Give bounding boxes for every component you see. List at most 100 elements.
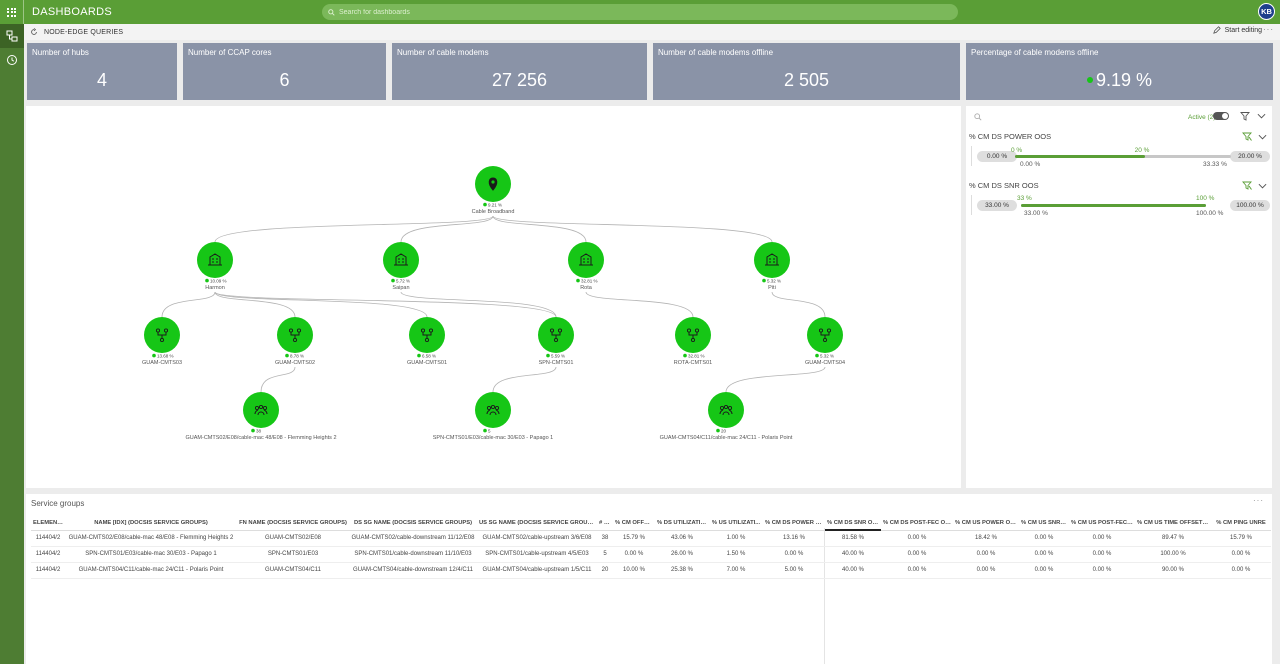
column-header[interactable]: NAME [IDX] (DOCSIS SERVICE GROUPS) [65,516,237,531]
column-header[interactable]: % DS UTILIZATION [655,516,709,531]
rail-dashboards[interactable] [0,24,24,48]
chevron-down-icon[interactable] [1257,112,1266,120]
column-header[interactable]: % CM US POWER OOS [953,516,1019,531]
table-more-button[interactable]: ··· [1253,496,1264,505]
refresh-icon[interactable] [30,28,38,36]
node-label: ROTA-CMTS01 [674,360,712,366]
graph-edge [400,215,494,243]
max-value-box[interactable]: 20.00 % [1230,151,1270,162]
building-icon [579,253,593,266]
max-value-box[interactable]: 100.00 % [1230,200,1270,211]
node-circle[interactable] [708,392,744,428]
graph-node-spn1[interactable]: 5.59 %SPN-CMTS01 [538,317,574,366]
table-row[interactable]: 114404/2 GUAM-CMTS02/E08/cable-mac 48/E08… [31,530,1271,547]
status-dot-icon [483,202,487,207]
graph-edge [492,366,557,393]
status-dot-icon [205,278,209,283]
table-cell: 1.50 % [709,546,763,563]
search-icon[interactable] [974,113,982,121]
column-header[interactable]: % CM PING UNRE [1211,516,1271,531]
chevron-down-icon[interactable] [1258,182,1267,190]
filter-title-ds-power: % CM DS POWER OOS [969,132,1052,141]
graph-canvas[interactable]: 9.21 %Cable Broadband 10.09 %Harmon 5.72 %… [26,106,961,488]
active-filters-label: Active (2) [1188,114,1216,121]
search-input[interactable] [339,8,939,16]
chevron-down-icon[interactable] [1258,133,1267,141]
node-label: SPN-CMTS01/E03/cable-mac 30/E03 - Papago… [433,435,553,441]
top-bar: DASHBOARDS KB [0,0,1280,24]
table-cell: 26.00 % [655,546,709,563]
node-circle[interactable] [475,392,511,428]
column-header[interactable]: # CM [597,516,613,531]
node-label: GUAM-CMTS04 [805,360,845,366]
service-groups-title: Service groups [31,499,85,508]
range-selection[interactable] [1021,204,1206,207]
column-header[interactable]: % CM DS POWER OOS [763,516,825,531]
selected-min-label: 0 % [1011,147,1023,154]
column-header[interactable]: % US UTILIZATI... [709,516,763,531]
node-value: 5.72 % [396,279,410,284]
table-cell: 0.00 % [881,546,953,563]
table-cell: 114404/2 [31,546,65,563]
column-header[interactable]: US SG NAME (DOCSIS SERVICE GROUPS) [477,516,597,531]
group-icon [254,404,268,416]
table-cell: GUAM-CMTS04/cable-downstream 12/4/C11 [349,562,477,579]
rail-history[interactable] [0,48,24,72]
column-divider [824,528,825,664]
column-header[interactable]: % CM OFFLI... [613,516,655,531]
column-header[interactable]: % CM US SNR O... [1019,516,1069,531]
more-options-button[interactable]: ··· [1263,25,1274,34]
range-selection[interactable] [1015,155,1145,158]
graph-node-root[interactable]: 9.21 %Cable Broadband [472,166,515,215]
clear-filter-icon[interactable] [1242,181,1252,190]
column-header[interactable]: ELEMENT ... [31,516,65,531]
app-launcher-button[interactable] [0,0,24,24]
table-cell: 1.00 % [709,530,763,547]
column-header[interactable]: % CM US POST-FEC OOS [1069,516,1135,531]
node-circle[interactable] [568,242,604,278]
kpi-label: Number of hubs [32,48,89,57]
range-max-label: 33.33 % [1203,161,1227,168]
node-circle[interactable] [754,242,790,278]
node-circle[interactable] [383,242,419,278]
search-bar[interactable] [322,4,958,20]
graph-node-saipan[interactable]: 5.72 %Saipan [383,242,419,291]
left-rail [0,24,24,664]
user-avatar[interactable]: KB [1258,3,1275,20]
node-label: Piti [768,285,776,291]
table-row[interactable]: 114404/2 GUAM-CMTS04/C11/cable-mac 24/C11… [31,562,1271,579]
graph-node-guam4[interactable]: 5.32 %GUAM-CMTS04 [805,317,845,366]
min-value-box[interactable]: 0.00 % [977,151,1017,162]
column-header[interactable]: % CM US TIME OFFSET O... [1135,516,1211,531]
graph-node-rota[interactable]: 32.81 %Rota [568,242,604,291]
graph-node-guam2[interactable]: 8.78 %GUAM-CMTS02 [275,317,315,366]
table-cell: GUAM-CMTS02/E08 [237,530,349,547]
kpi-modems-offline: Number of cable modems offline 2 505 [653,43,960,100]
column-header[interactable]: DS SG NAME (DOCSIS SERVICE GROUPS) [349,516,477,531]
start-editing-button[interactable]: Start editing [1212,26,1262,34]
column-header[interactable]: FN NAME (DOCSIS SERVICE GROUPS) [237,516,349,531]
table-cell: SPN-CMTS01/E03 [237,546,349,563]
column-header[interactable]: % CM DS POST-FEC OOS [881,516,953,531]
graph-node-rota1[interactable]: 32.81 %ROTA-CMTS01 [674,317,712,366]
table-row[interactable]: 114404/2 SPN-CMTS01/E03/cable-mac 30/E03 … [31,546,1271,563]
graph-node-guam1[interactable]: 6.58 %GUAM-CMTS01 [407,317,447,366]
node-circle[interactable] [243,392,279,428]
node-label: GUAM-CMTS02/E08/cable-mac 48/E08 - Flemm… [186,435,337,441]
graph-node-piti[interactable]: 5.32 %Piti [754,242,790,291]
min-value-box[interactable]: 33.00 % [977,200,1017,211]
graph-node-harmon[interactable]: 10.09 %Harmon [197,242,233,291]
filter-panel: Active (2) % CM DS POWER OOS 0.00 % 20.0… [966,106,1272,488]
active-filters-toggle[interactable] [1213,112,1229,120]
table-cell: 0.00 % [1019,546,1069,563]
node-circle[interactable] [197,242,233,278]
clear-filter-icon[interactable] [1242,132,1252,141]
filter-icon[interactable] [1240,111,1250,121]
graph-node-guam3[interactable]: 13.68 %GUAM-CMTS03 [142,317,182,366]
selected-max-label: 100 % [1196,195,1215,202]
node-value: 20 [721,429,727,434]
column-header[interactable]: % CM DS SNR OOS [825,516,881,531]
